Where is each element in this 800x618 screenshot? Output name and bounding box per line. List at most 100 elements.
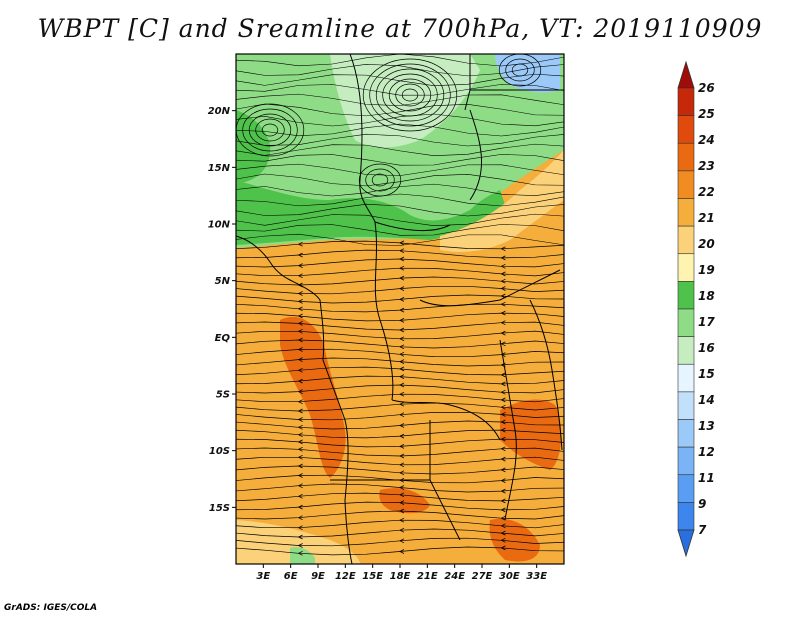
streamline-arrow (500, 488, 506, 494)
streamline-arrow (500, 372, 506, 378)
colorbar-label: 25 (698, 107, 715, 121)
streamline-arrow (297, 252, 303, 258)
streamline (236, 183, 564, 197)
streamline-vortex (505, 58, 535, 82)
colorbar-max-triangle (677, 60, 695, 89)
streamline (236, 103, 564, 117)
streamline-vortex (365, 168, 395, 192)
streamline-vortex (362, 58, 458, 132)
streamline-arrow (500, 537, 506, 543)
lat-tick-label: 10S (209, 446, 230, 457)
lat-tick-label: 15N (208, 163, 231, 174)
streamline-arrow (500, 246, 506, 252)
streamline-vortex (261, 123, 279, 137)
streamline-arrow (500, 320, 506, 326)
streamline-arrow (500, 397, 506, 403)
streamline-arrow (500, 278, 506, 284)
streamline-arrow (500, 310, 506, 316)
streamline-arrow (500, 456, 506, 462)
colorbar-swatch (677, 281, 695, 310)
lon-tick-label: 21E (417, 571, 438, 582)
streamline (236, 224, 564, 236)
coastline-borders (236, 54, 564, 564)
colorbar-label: 16 (698, 341, 715, 355)
streamline-arrow (297, 313, 303, 319)
colorbar-label: 9 (698, 497, 706, 511)
streamline-arrow (500, 341, 506, 347)
streamline-arrow (399, 265, 405, 271)
streamline-arrow (399, 366, 405, 372)
streamline-arrow (399, 359, 405, 364)
streamline (236, 143, 564, 156)
latitude-axis: 20N 15N 10N 5N EQ 5S 10S 15S (208, 106, 236, 514)
colorbar-swatch (677, 363, 695, 393)
streamline (236, 213, 564, 226)
streamline-vortex (369, 63, 451, 127)
colorbar-label: 26 (698, 81, 715, 95)
streamline (236, 193, 564, 207)
streamline-arrow (297, 439, 303, 445)
colorbar-min-triangle (677, 529, 695, 558)
streamline-arrow (500, 446, 506, 452)
lon-tick-label: 3E (256, 571, 270, 582)
streamline-arrow (500, 330, 506, 336)
streamline-arrow (500, 389, 506, 395)
streamline-arrow (297, 378, 303, 384)
streamline-arrow (399, 248, 405, 254)
colorbar-label: 23 (698, 159, 715, 173)
colorbar-swatch (677, 115, 695, 144)
colorbar-swatch (677, 198, 695, 227)
map-title: WBPT [C] and Sreamline at 700hPa, VT: 20… (37, 14, 763, 43)
streamline (236, 54, 564, 67)
wbpt-field-yellow-south (236, 520, 360, 564)
streamline (236, 163, 564, 176)
streamline-arrow (399, 462, 405, 468)
streamline-arrow (297, 525, 303, 531)
streamline-arrow (399, 240, 405, 246)
streamline-arrow (297, 534, 303, 540)
streamline-arrow (297, 493, 303, 499)
colorbar-label: 24 (698, 133, 715, 147)
streamline-arrow (399, 444, 405, 449)
lat-tick-label: 5N (215, 276, 231, 287)
streamline-arrow (500, 412, 506, 417)
streamline-vortex (242, 108, 298, 152)
streamline-arrow (500, 530, 506, 536)
colorbar-label: 12 (698, 445, 715, 459)
software-credit: GrADS: IGES/COLA (4, 603, 98, 613)
streamline-arrow (297, 515, 303, 521)
streamline-arrow (399, 492, 405, 498)
wbpt-field-yellow-band (440, 150, 564, 252)
colorbar-label: 22 (698, 185, 715, 199)
wbpt-field-deep-orange-se (489, 518, 540, 562)
streamline (236, 113, 564, 127)
streamline-arrow (500, 255, 506, 261)
streamline-arrow (297, 543, 303, 548)
streamline (236, 73, 564, 86)
streamline-arrow (500, 301, 506, 307)
streamline-arrow (399, 485, 405, 490)
streamline-arrow (399, 307, 405, 313)
streamline-arrow (399, 500, 405, 505)
streamline-arrow (399, 549, 405, 554)
lon-tick-label: 15E (362, 571, 383, 582)
colorbar-label: 11 (698, 471, 715, 485)
streamline-arrow (297, 263, 303, 268)
colorbar-swatch (677, 502, 695, 531)
colorbar-swatch (677, 170, 695, 199)
streamline-arrow (297, 367, 303, 373)
wbpt-field-green-south (290, 547, 315, 564)
streamline-arrow (297, 291, 303, 296)
streamline (236, 93, 564, 106)
colorbar-swatch (677, 225, 695, 255)
colorbar-label: 17 (698, 315, 715, 329)
lon-tick-label: 33E (526, 571, 547, 582)
streamline-arrow (500, 498, 506, 504)
lat-tick-label: 20N (208, 106, 231, 117)
wbpt-field-pale-north (330, 54, 480, 148)
streamline-arrow (297, 241, 303, 247)
lat-tick-label: EQ (215, 333, 231, 344)
streamline-arrow (500, 507, 506, 513)
streamline-arrow (399, 382, 405, 388)
